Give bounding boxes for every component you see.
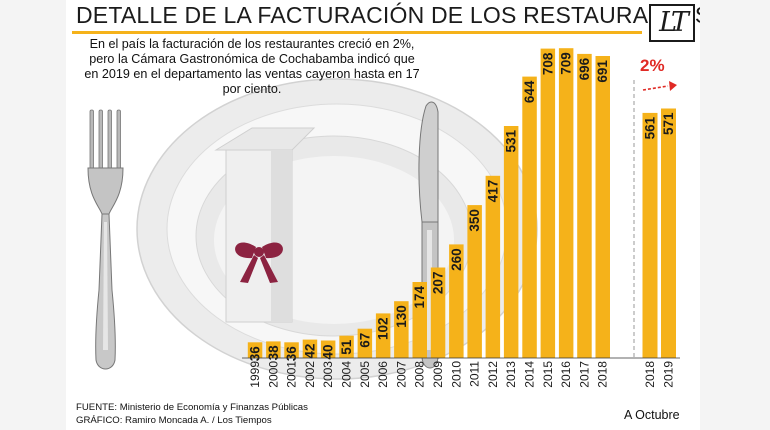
annual-bar-2018 [595,56,610,358]
growth-annotation: 2% [640,56,665,75]
annual-bar-2014 [522,76,537,358]
bar-series-annual: 3619993820003620014220024020035120046720… [247,48,610,388]
page-title: DETALLE DE LA FACTURACIÓN DE LOS RESTAUR… [76,2,700,28]
annual-value-label-2003: 40 [321,345,336,360]
annual-bar-2009 [430,267,446,358]
annual-value-label-2006: 102 [376,317,391,340]
fork [87,109,124,370]
october-axis-label: A Octubre [624,408,680,422]
october-bar-2019 [661,108,676,358]
annual-bar-2011 [467,205,482,358]
annual-bar-2002 [302,339,318,358]
growth-arrow-head [669,81,677,91]
annual-bar-2008 [412,282,427,358]
annual-value-label-2004: 51 [339,339,354,355]
annual-bar-2012 [485,175,501,358]
october-year-label-2018: 2018 [643,361,657,388]
annual-year-label-2012: 2012 [486,361,500,388]
annual-year-label-2014: 2014 [523,361,537,388]
annual-year-label-2002: 2002 [303,361,317,388]
annual-year-label-2003: 2003 [321,361,335,388]
table-setting-illustration [87,78,538,380]
credit-note: GRÁFICO: Ramiro Moncada A. / Los Tiempos [76,415,272,426]
annual-year-label-2008: 2008 [413,361,427,388]
annual-value-label-2015: 708 [540,52,555,75]
annual-bar-2006 [375,313,391,358]
annual-year-label-2006: 2006 [376,361,390,388]
annual-bar-2015 [540,48,556,358]
annual-value-label-2013: 531 [504,129,519,152]
annual-year-label-2009: 2009 [431,361,445,388]
annual-value-label-2018: 691 [595,60,610,83]
annual-value-label-2007: 130 [394,305,409,328]
annual-bar-2005 [357,328,373,358]
annual-year-label-2013: 2013 [504,361,518,388]
right-margin [700,0,770,430]
annual-bar-2017 [577,53,592,359]
annual-year-label-2018: 2018 [596,361,610,388]
annual-value-label-2010: 260 [449,248,464,271]
ribbon-bow [235,242,283,283]
annual-bar-2000 [266,341,281,358]
chart: 3619993820003620014220024020035120046720… [87,48,680,388]
annual-bar-2003 [320,340,336,358]
annual-year-label-2011: 2011 [468,361,482,387]
annual-year-label-2017: 2017 [577,361,591,388]
october-value-label-2019: 571 [661,112,676,135]
annual-value-label-2001: 36 [284,346,299,362]
annual-year-label-2004: 2004 [340,361,354,388]
napkin-shadow [271,150,292,322]
annual-value-label-2017: 696 [577,57,592,80]
annual-value-label-2012: 417 [485,180,500,203]
annual-value-label-2016: 709 [559,52,574,75]
october-year-label-2019: 2019 [662,361,676,388]
los-tiempos-logo: LT [649,4,695,42]
left-margin [0,0,66,430]
annual-value-label-2000: 38 [266,345,281,361]
logo-lettering: LT [659,7,689,38]
annual-bar-2010 [449,244,464,358]
annual-bar-1999 [247,342,263,358]
annual-year-label-2005: 2005 [358,361,372,388]
annual-bar-2001 [284,342,299,358]
intro-text: En el país la facturación de los restaur… [84,37,420,96]
annual-year-label-2010: 2010 [449,361,463,388]
annual-value-label-2008: 174 [412,285,427,308]
annual-bar-2004 [339,335,354,358]
annual-year-label-2015: 2015 [541,361,555,388]
october-bar-2018 [642,112,658,359]
annual-value-label-2014: 644 [522,80,537,103]
annual-bar-2016 [558,48,574,358]
annual-value-label-2009: 207 [431,272,446,295]
annual-year-label-2001: 2001 [285,361,299,388]
annual-bar-2013 [503,126,519,358]
annual-value-label-1999: 36 [248,346,263,362]
title-underline [72,31,642,34]
source-note: FUENTE: Ministerio de Economía y Finanza… [76,402,308,413]
annual-value-label-2002: 42 [302,344,317,359]
annual-value-label-2011: 350 [467,209,482,232]
october-value-label-2018: 561 [643,116,658,139]
annual-year-label-2007: 2007 [394,361,408,388]
annual-year-label-1999: 1999 [248,361,262,388]
annual-year-label-2000: 2000 [266,361,280,388]
annual-bar-2007 [394,301,409,358]
annual-value-label-2005: 67 [357,333,372,348]
growth-arrow [642,85,669,91]
annual-year-label-2016: 2016 [559,361,573,388]
bar-series-october: 561 2018 571 2019 [642,108,676,388]
infographic-card: DETALLE DE LA FACTURACIÓN DE LOS RESTAUR… [66,0,700,430]
